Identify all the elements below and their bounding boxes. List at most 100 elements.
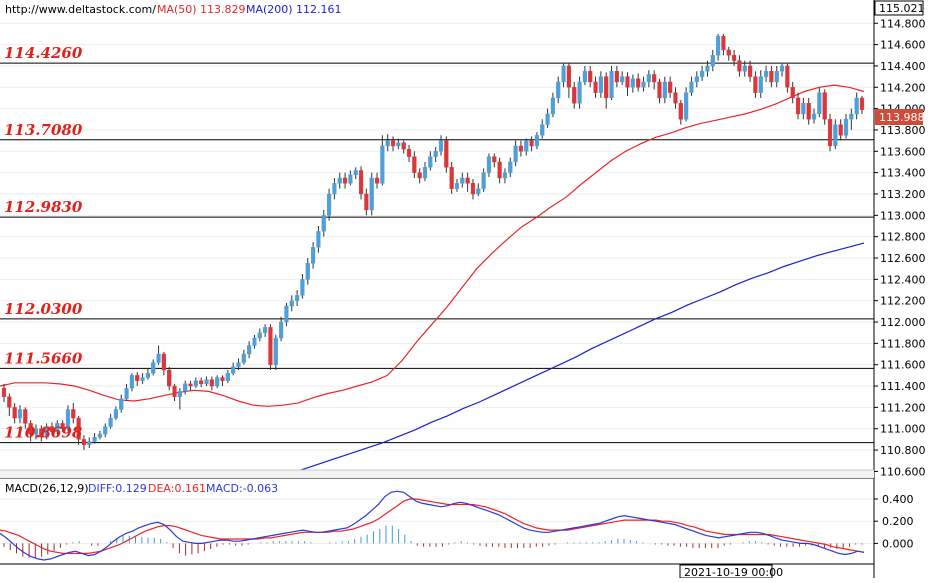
candlestick-series xyxy=(1,33,865,451)
candle-body xyxy=(726,49,731,56)
candle xyxy=(220,375,225,387)
candle-body xyxy=(492,156,497,163)
candle-body xyxy=(151,362,156,374)
candle xyxy=(273,334,278,371)
candle-body xyxy=(49,426,55,433)
price-tick-label: 111.200 xyxy=(880,401,926,414)
macd-dea-label: DEA:0.161 xyxy=(148,482,206,495)
candle xyxy=(811,108,817,124)
candle-body xyxy=(556,81,561,99)
current-price: 113.988 xyxy=(879,111,925,124)
candle-body xyxy=(710,55,715,67)
candle xyxy=(215,375,220,389)
price-tick-label: 113.800 xyxy=(880,124,926,137)
panel-gap xyxy=(0,470,874,478)
price-tick-label: 113.200 xyxy=(880,188,926,201)
candle xyxy=(470,179,476,200)
candle xyxy=(779,63,785,77)
candle xyxy=(822,89,827,125)
candle xyxy=(753,71,758,98)
price-tick-label: 112.800 xyxy=(880,231,926,244)
candle-body xyxy=(833,124,838,147)
candle xyxy=(353,167,358,180)
candle xyxy=(737,55,742,77)
macd-tick-label: 0.400 xyxy=(882,493,914,506)
candle xyxy=(694,71,699,88)
candle xyxy=(582,65,587,86)
price-tick-label: 113.000 xyxy=(880,209,926,222)
candle xyxy=(369,172,374,216)
candle-body xyxy=(316,231,321,248)
candle-body xyxy=(662,81,667,99)
price-tick-label: 112.000 xyxy=(880,316,926,329)
candle xyxy=(289,295,294,312)
candle-body xyxy=(65,409,71,429)
candle xyxy=(497,157,502,184)
candle xyxy=(390,136,396,152)
candle-body xyxy=(305,263,310,280)
candle xyxy=(364,188,369,216)
candle xyxy=(188,380,193,391)
candle-body xyxy=(1,387,7,397)
price-tick-label: 113.400 xyxy=(880,167,926,180)
candle xyxy=(87,437,92,448)
candle-body xyxy=(364,193,369,211)
candle-body xyxy=(620,76,625,83)
candle-body xyxy=(199,380,204,385)
candle-body xyxy=(119,398,124,410)
candle-body xyxy=(604,76,609,99)
candle xyxy=(662,76,667,104)
candle-body xyxy=(513,145,518,163)
candle-body xyxy=(657,81,662,99)
candle-body xyxy=(790,87,795,99)
candle xyxy=(769,65,774,88)
candle xyxy=(396,138,401,150)
level-label: 111.5660 xyxy=(4,349,83,367)
candle xyxy=(438,135,444,156)
candle xyxy=(705,60,710,77)
price-tick-label: 110.600 xyxy=(880,465,926,478)
candle-body xyxy=(572,87,577,104)
candle-body xyxy=(135,375,140,381)
candle xyxy=(151,359,156,376)
candle xyxy=(614,65,619,88)
candle xyxy=(444,136,449,173)
macd-dea-series xyxy=(0,498,865,555)
candle xyxy=(135,372,140,387)
candle-body xyxy=(652,74,657,83)
candle xyxy=(252,334,257,349)
candle xyxy=(801,97,806,120)
ma50-series xyxy=(0,84,865,407)
candle-body xyxy=(561,65,566,83)
candle-body xyxy=(87,441,92,445)
candle xyxy=(263,324,268,337)
candle-body xyxy=(801,103,806,115)
level-label: 112.9830 xyxy=(4,198,83,216)
candle xyxy=(785,63,790,93)
ma200-value: 112.161 xyxy=(296,3,342,16)
candle-body xyxy=(129,375,135,389)
candle-body xyxy=(332,183,337,195)
candle-body xyxy=(588,71,593,83)
ma50-label: MA(50) xyxy=(157,3,197,16)
price-tick-label: 114.600 xyxy=(880,39,926,52)
candle-body xyxy=(23,409,28,424)
candle-body xyxy=(390,140,396,147)
candle-body xyxy=(247,345,252,355)
candle-body xyxy=(17,409,23,419)
ma200-label: MA(200) xyxy=(246,3,293,16)
candle-body xyxy=(838,124,843,136)
candle xyxy=(529,136,534,152)
candle xyxy=(305,258,310,285)
candle-body xyxy=(689,81,694,93)
candle-body xyxy=(721,35,726,51)
candle-body xyxy=(454,183,460,189)
candle-body xyxy=(422,167,428,179)
candle xyxy=(460,172,465,188)
candle-body xyxy=(76,417,81,440)
candle xyxy=(636,73,641,92)
candle-body xyxy=(103,426,108,435)
candle-body xyxy=(806,103,811,120)
candle xyxy=(673,87,678,109)
candle xyxy=(172,383,177,401)
